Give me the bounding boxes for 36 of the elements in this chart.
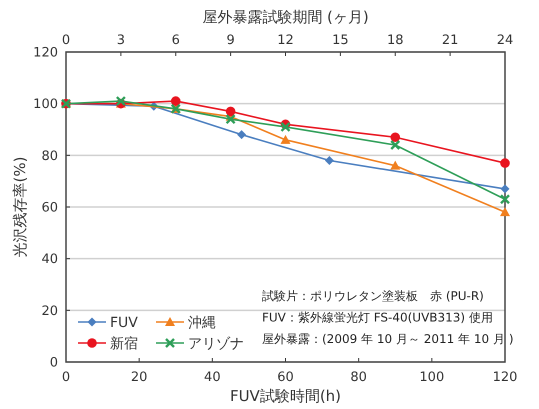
annotation: FUV：紫外線蛍光灯 FS-40(UVB313) 使用 xyxy=(262,310,493,324)
legend-label: 沖縄 xyxy=(188,315,216,331)
y-tick-label: 40 xyxy=(41,252,58,268)
x2-tick-label: 9 xyxy=(226,33,235,48)
y-tick-label: 120 xyxy=(33,46,58,60)
y-axis-title: 光沢残存率(%) xyxy=(11,156,29,258)
x2-tick-label: 15 xyxy=(332,33,349,48)
x-tick-label: 60 xyxy=(277,370,294,385)
y-tick-label: 0 xyxy=(50,356,58,370)
y-tick-label: 20 xyxy=(41,304,58,319)
x2-tick-label: 0 xyxy=(62,33,70,48)
y-tick-label: 80 xyxy=(41,148,58,164)
x-tick-label: 40 xyxy=(204,370,221,385)
x2-tick-label: 21 xyxy=(442,33,458,48)
x2-tick-label: 6 xyxy=(172,33,180,48)
x2-tick-label: 24 xyxy=(496,33,514,48)
x2-tick-label: 18 xyxy=(386,33,404,48)
x2-tick-label: 12 xyxy=(277,33,294,48)
point xyxy=(324,156,334,165)
x-tick-label: 20 xyxy=(130,370,148,385)
x-axis-title: FUV試験時間(h) xyxy=(230,387,342,405)
x-tick-label: 120 xyxy=(492,370,518,385)
legend-label: 新宿 xyxy=(110,336,138,352)
x2-tick-label: 3 xyxy=(116,33,126,48)
annotation: 屋外暴露：(2009 年 10 月～ 2011 年 10 月 ) xyxy=(262,332,514,346)
y-tick-label: 100 xyxy=(33,97,58,112)
x2-axis-title: 屋外暴露試験期間 (ヶ月) xyxy=(202,8,369,26)
y-tick-label: 60 xyxy=(41,200,58,216)
annotation: 試験片：ポリウレタン塗装板 赤 (PU-R) xyxy=(262,289,484,303)
point xyxy=(237,130,246,140)
legend-label: FUV xyxy=(110,315,138,331)
x-tick-label: 0 xyxy=(62,370,70,385)
x-tick-label: 80 xyxy=(350,370,367,385)
x-tick-label: 100 xyxy=(419,370,444,385)
point xyxy=(500,184,510,194)
legend-label: アリゾナ xyxy=(188,336,244,352)
